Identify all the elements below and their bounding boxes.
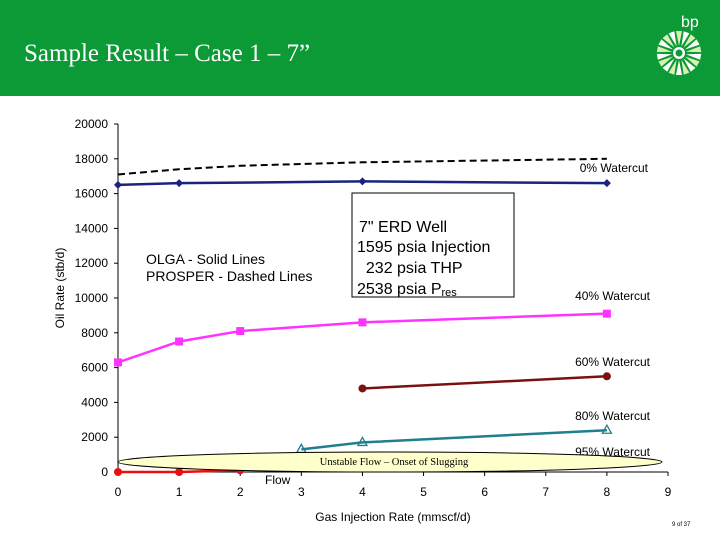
data-point <box>358 384 367 393</box>
logo-petal-icon <box>658 56 673 67</box>
well-info-box <box>351 192 515 298</box>
logo-petal-icon <box>685 53 702 60</box>
data-point <box>356 436 369 447</box>
info-line-2: 1595 psia Injection <box>357 239 490 256</box>
info-line-3: 232 psia THP <box>357 260 463 277</box>
y-tick-label: 14000 <box>75 221 109 235</box>
series-label: 60% Watercut <box>575 355 651 369</box>
y-tick-label: 20000 <box>75 117 109 131</box>
logo-petal-icon <box>683 58 696 72</box>
x-tick-label: 2 <box>237 485 244 499</box>
bp-helios-logo-icon <box>656 31 702 75</box>
logo-petal-icon <box>676 60 682 75</box>
data-point <box>602 179 611 188</box>
x-tick-label: 4 <box>359 485 366 499</box>
logo-petal-icon <box>668 59 677 75</box>
data-point <box>236 327 245 336</box>
x-tick-label: 7 <box>542 485 549 499</box>
y-axis-label: Oil Rate (stb/d) <box>53 248 67 329</box>
x-tick-label: 0 <box>115 485 122 499</box>
data-point <box>114 180 122 189</box>
data-point <box>175 468 184 476</box>
logo-petal-icon <box>676 31 682 46</box>
flow-label: Flow <box>265 473 291 487</box>
data-point <box>601 423 613 434</box>
unstable-flow-label: Unstable Flow – Onset of Slugging <box>320 457 469 468</box>
y-tick-label: 18000 <box>75 152 109 166</box>
logo-petal-icon <box>683 34 696 48</box>
x-axis-label: Gas Injection Rate (mmscf/d) <box>315 510 470 524</box>
series-label: 40% Watercut <box>575 289 651 303</box>
info-line-1: 7" ERD Well <box>359 219 447 236</box>
data-point <box>602 309 611 318</box>
unstable-flow-ellipse <box>117 451 663 473</box>
y-tick-label: 10000 <box>75 291 109 305</box>
x-tick-label: 1 <box>176 485 183 499</box>
x-tick-label: 9 <box>665 485 672 499</box>
logo-petal-icon <box>662 34 675 48</box>
data-point <box>114 358 122 367</box>
info-line-4: 2538 psia Pres <box>357 281 457 299</box>
x-tick-label: 8 <box>604 485 611 499</box>
logo-petal-icon <box>662 58 675 72</box>
y-tick-label: 8000 <box>81 326 108 340</box>
x-tick-label: 5 <box>420 485 427 499</box>
series-label: 80% Watercut <box>575 409 651 423</box>
y-tick-label: 0 <box>101 465 108 479</box>
y-tick-label: 16000 <box>75 187 109 201</box>
data-point <box>114 468 122 476</box>
data-point <box>358 318 367 327</box>
page-number: 9 of 37 <box>672 522 691 528</box>
series-line-4 <box>301 428 607 451</box>
logo-petal-icon <box>668 31 677 47</box>
logo-petal-icon <box>656 46 673 53</box>
slide-title: Sample Result – Case 1 – 7” <box>24 40 311 67</box>
logo-petal-icon <box>681 59 690 75</box>
legend-line-2: PROSPER - Dashed Lines <box>146 268 313 284</box>
series-line-1 <box>117 157 607 176</box>
y-tick-label: 6000 <box>81 361 108 375</box>
logo-petal-icon <box>685 46 702 53</box>
oil-rate-chart: 0200040006000800010000120001400016000180… <box>53 117 672 524</box>
logo-petal-icon <box>658 39 673 50</box>
x-tick-label: 6 <box>481 485 488 499</box>
logo-petal-icon <box>681 31 690 47</box>
y-tick-label: 2000 <box>81 430 108 444</box>
series-label: 0% Watercut <box>580 161 649 175</box>
y-tick-label: 12000 <box>75 256 109 270</box>
logo-petal-icon <box>685 56 700 67</box>
series-line-0 <box>117 180 607 187</box>
series-line-3 <box>362 375 607 390</box>
info-line-4-main: 2538 psia P <box>357 281 442 298</box>
logo-petal-icon <box>656 53 673 60</box>
logo-petal-icon <box>685 39 700 50</box>
legend-line-1: OLGA - Solid Lines <box>146 251 265 267</box>
data-point <box>358 177 367 186</box>
data-point <box>602 372 611 381</box>
x-tick-label: 3 <box>298 485 305 499</box>
data-point <box>175 337 184 346</box>
info-res-subscript: res <box>442 287 458 299</box>
y-tick-label: 4000 <box>81 395 108 409</box>
data-point <box>175 179 184 188</box>
bp-logo-text: bp <box>681 14 699 31</box>
slide-header: Sample Result – Case 1 – 7” bp <box>0 0 720 96</box>
